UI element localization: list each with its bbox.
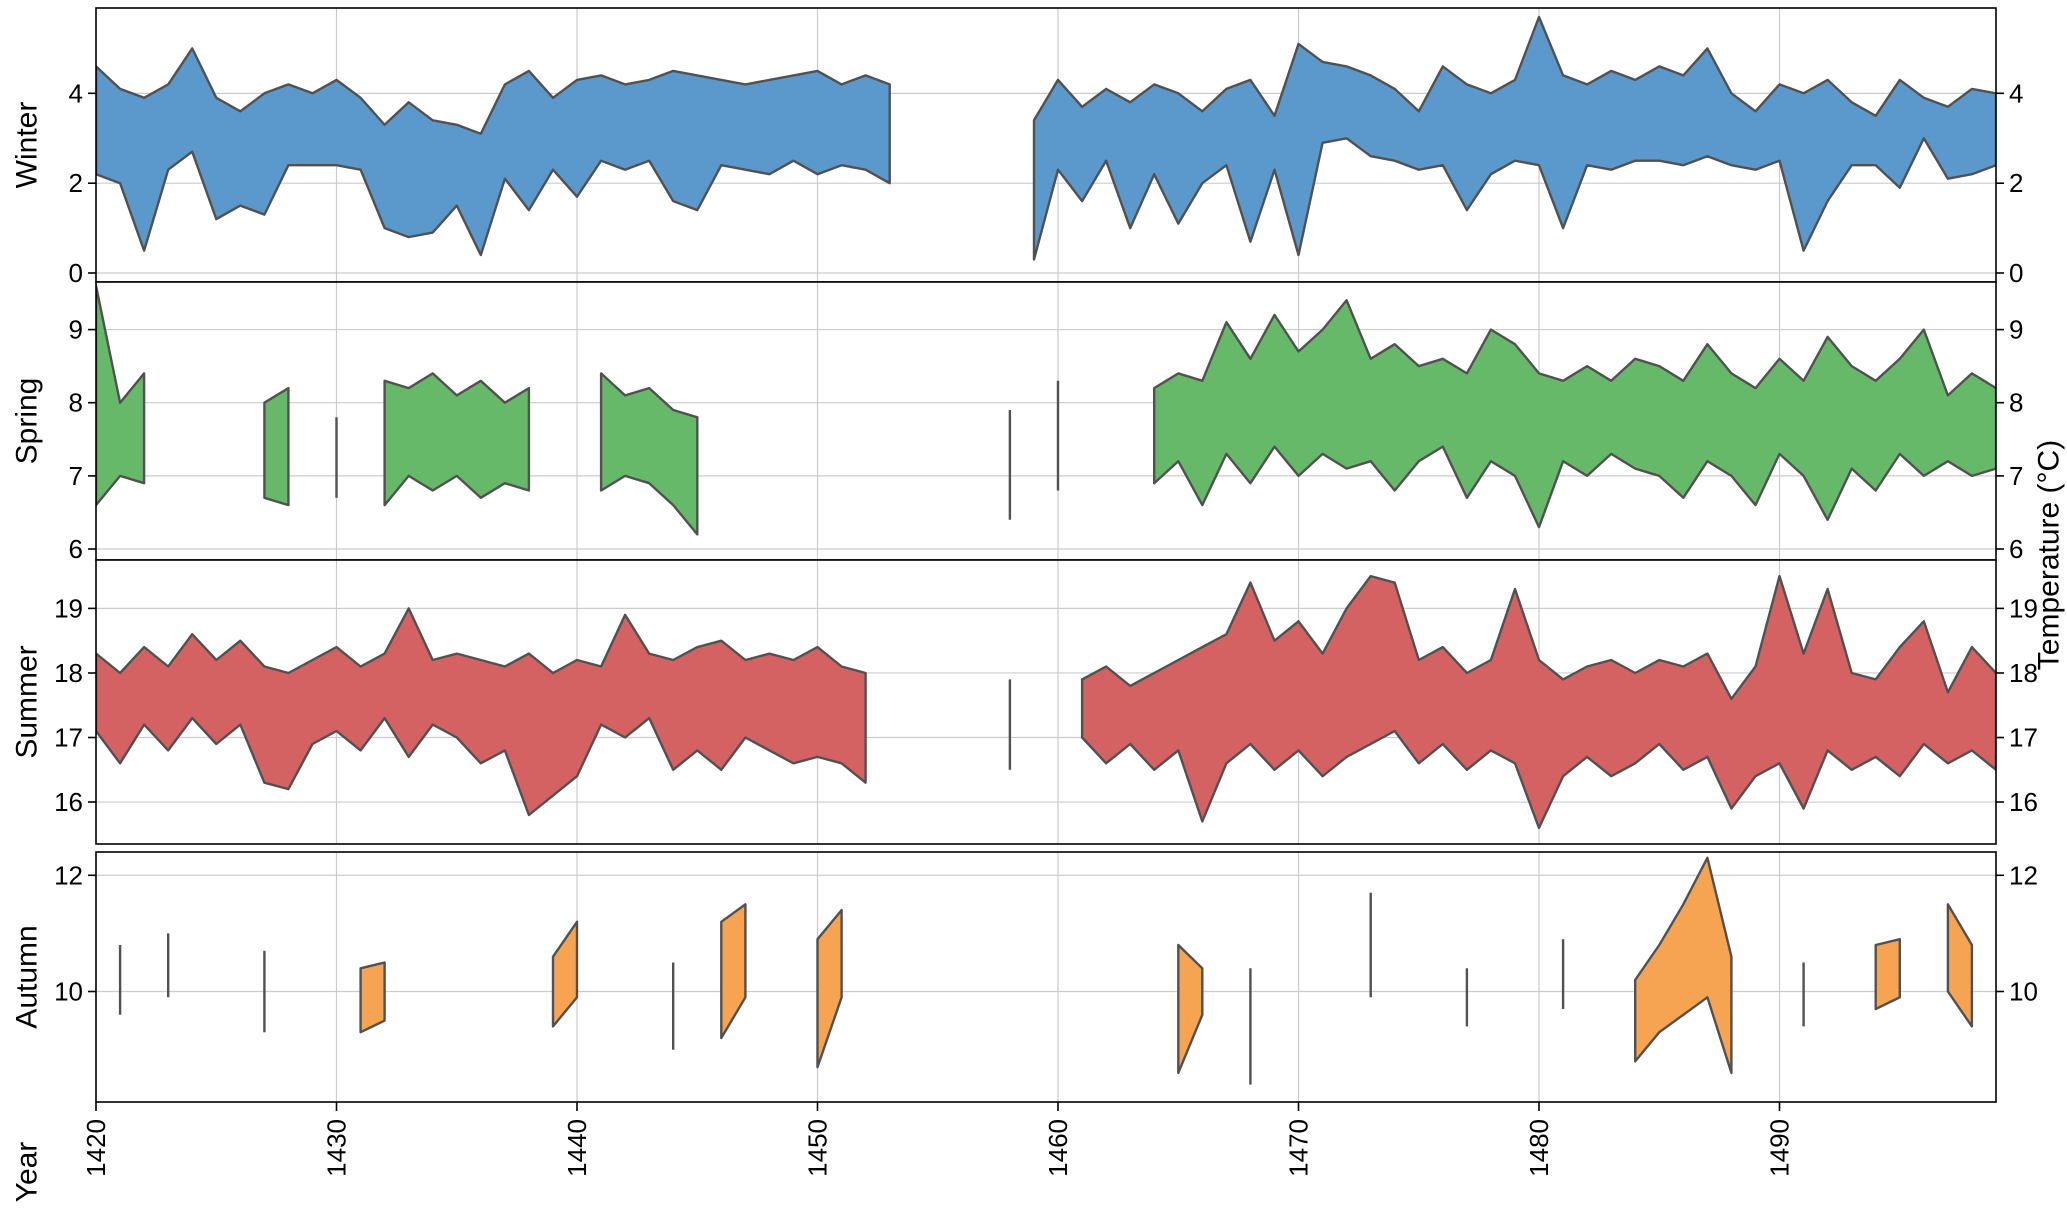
x-tick-label: 1450 — [803, 1119, 833, 1177]
y-tick-label-right: 6 — [2009, 534, 2023, 564]
band-segment — [599, 372, 699, 536]
x-tick-label: 1430 — [322, 1119, 352, 1177]
band-segment — [96, 47, 891, 257]
panel-ylabel: Winter — [11, 102, 44, 189]
panel-summer: 16 16 17 17 18 18 19 19 Summer — [11, 559, 2038, 845]
band-segment — [1634, 856, 1733, 1075]
x-tick-label: 1490 — [1765, 1119, 1795, 1177]
band-segment — [551, 920, 579, 1028]
y-tick-label-right: 16 — [2009, 787, 2038, 817]
band-segment — [1177, 943, 1204, 1075]
x-tick-label: 1470 — [1284, 1119, 1314, 1177]
panel-ylabel: Autumn — [11, 925, 44, 1028]
y-tick-label-right: 8 — [2009, 388, 2023, 418]
panel-ylabel: Spring — [11, 378, 44, 465]
x-tick-label: 1480 — [1524, 1119, 1554, 1177]
band-segment — [1946, 903, 1974, 1028]
winter-band — [96, 15, 1996, 261]
summer-band — [96, 574, 1996, 830]
panel-ylabel: Summer — [11, 645, 44, 758]
y-tick-label-left: 19 — [54, 593, 83, 623]
y-tick-label-left: 8 — [69, 388, 83, 418]
band-segment — [1080, 574, 1996, 830]
y-tick-label-right: 10 — [2009, 977, 2038, 1007]
y-tick-label-left: 17 — [54, 723, 83, 753]
y-tick-label-left: 18 — [54, 658, 83, 688]
band-segment — [359, 961, 386, 1034]
band-segment — [720, 903, 747, 1040]
y-tick-label-right: 17 — [2009, 723, 2038, 753]
autumn-band — [118, 856, 1974, 1085]
panel-spring: 6 6 7 7 8 8 9 9 Spring — [11, 281, 2023, 564]
band-segment — [96, 284, 146, 507]
y-tick-label-left: 0 — [69, 258, 83, 288]
band-segment — [816, 908, 843, 1069]
panel-autumn: 10 10 12 12 Autumn — [11, 851, 2038, 1103]
band-segment — [1032, 15, 1996, 261]
band-segment — [96, 607, 867, 817]
y-tick-label-left: 6 — [69, 534, 83, 564]
y-tick-label-left: 2 — [69, 168, 83, 198]
y-tick-label-left: 7 — [69, 461, 83, 491]
x-tick-label: 1440 — [562, 1119, 592, 1177]
band-segment — [1153, 299, 1996, 529]
panel-border — [95, 559, 1997, 845]
y-tick-label-left: 12 — [54, 860, 83, 890]
band-segment — [383, 372, 531, 507]
y-tick-label-left: 9 — [69, 315, 83, 345]
y-tick-label-left: 10 — [54, 977, 83, 1007]
spring-band — [96, 284, 1996, 536]
y-axis-title-right: Temperature (°C) — [2033, 440, 2066, 670]
y-tick-label-left: 16 — [54, 787, 83, 817]
y-tick-label-right: 19 — [2009, 593, 2038, 623]
y-tick-label-right: 18 — [2009, 658, 2038, 688]
y-tick-label-right: 4 — [2009, 78, 2023, 108]
x-tick-label: 1460 — [1043, 1119, 1073, 1177]
y-tick-label-right: 2 — [2009, 168, 2023, 198]
panel-winter: 0 0 2 2 4 4 Winter — [11, 7, 2023, 288]
band-segment — [263, 386, 290, 507]
y-tick-label-right: 9 — [2009, 315, 2023, 345]
y-tick-label-right: 7 — [2009, 461, 2023, 491]
x-axis-title: Year — [11, 1142, 44, 1203]
y-tick-label-right: 0 — [2009, 258, 2023, 288]
x-tick-label: 1420 — [81, 1119, 111, 1177]
band-segment — [1874, 938, 1901, 1011]
panel-border — [95, 851, 1997, 1103]
y-tick-label-left: 4 — [69, 78, 83, 108]
y-tick-label-right: 12 — [2009, 860, 2038, 890]
